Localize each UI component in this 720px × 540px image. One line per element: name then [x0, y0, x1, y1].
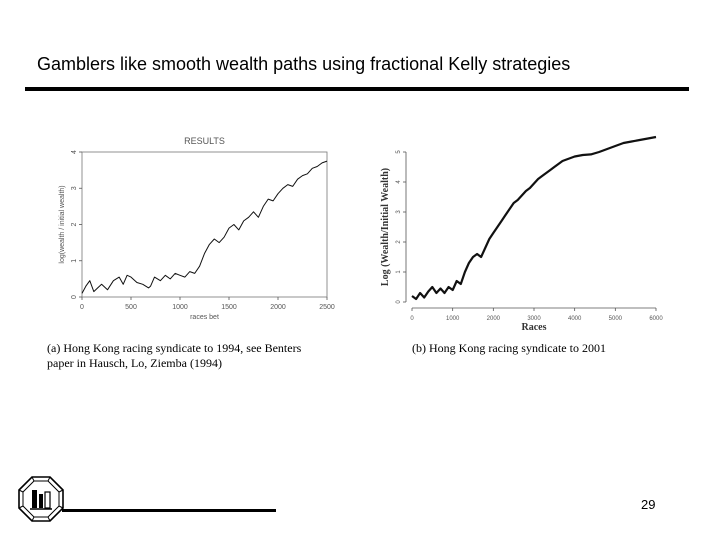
- y-tick-label: 3: [71, 186, 78, 190]
- x-tick-label: 5000: [609, 316, 623, 322]
- y-tick-label: 3: [396, 210, 402, 214]
- footer-rule: [62, 509, 276, 512]
- y-tick-label: 0: [71, 295, 78, 299]
- plot-frame: [81, 151, 328, 298]
- x-tick-label: 2000: [487, 316, 501, 322]
- octagon-logo-icon: [18, 476, 64, 522]
- x-axis-label: Races: [522, 322, 547, 333]
- y-tick-label: 5: [396, 150, 402, 154]
- x-tick-label: 1000: [446, 316, 460, 322]
- x-tick-label: 1000: [172, 304, 188, 311]
- x-tick-label: 0: [80, 304, 84, 311]
- y-tick-label: 4: [396, 180, 402, 184]
- x-tick-label: 2000: [270, 304, 286, 311]
- y-axis-label: Log (Wealth/Initial Wealth): [380, 168, 391, 286]
- caption-a-line1: (a) Hong Kong racing syndicate to 1994, …: [47, 341, 302, 355]
- chart-syndicate-2001: 0 1000 2000 3000 4000 5000 6000 0 1 2 3 4 5 Races Log …: [380, 135, 663, 333]
- x-tick-label: 3000: [527, 316, 541, 322]
- y-tick-label: 1: [71, 259, 78, 263]
- x-tick-label: 1500: [221, 304, 237, 311]
- y-tick-label: 1: [396, 270, 402, 274]
- y-tick-label: 2: [71, 222, 78, 226]
- slide-title: Gamblers like smooth wealth paths using …: [37, 54, 571, 74]
- chart-results-1994: 0 500 1000 1500 2000 2500 0 1 2 3 4 RESULTS races be…: [59, 136, 335, 321]
- x-tick-label: 2500: [319, 304, 335, 311]
- y-tick-label: 4: [71, 150, 78, 154]
- page-number: 29: [641, 497, 656, 512]
- x-tick-label: 6000: [649, 316, 663, 322]
- y-tick-label: 0: [396, 300, 402, 304]
- x-tick-label: 4000: [568, 316, 582, 322]
- chart-title: RESULTS: [184, 136, 225, 146]
- x-axis-label: races bet: [190, 314, 219, 321]
- y-axis-label: log(wealth / initial wealth): [59, 185, 66, 263]
- x-tick-label: 500: [125, 304, 137, 311]
- series-line: [411, 135, 657, 301]
- y-tick-label: 2: [396, 240, 402, 244]
- caption-a-line2: paper in Hausch, Lo, Ziemba (1994): [47, 356, 222, 370]
- caption-b: (b) Hong Kong racing syndicate to 2001: [412, 341, 606, 355]
- caption-a: (a) Hong Kong racing syndicate to 1994, …: [47, 341, 367, 371]
- series-line: [81, 160, 328, 294]
- title-rule: [25, 87, 689, 91]
- x-tick-label: 0: [410, 316, 414, 322]
